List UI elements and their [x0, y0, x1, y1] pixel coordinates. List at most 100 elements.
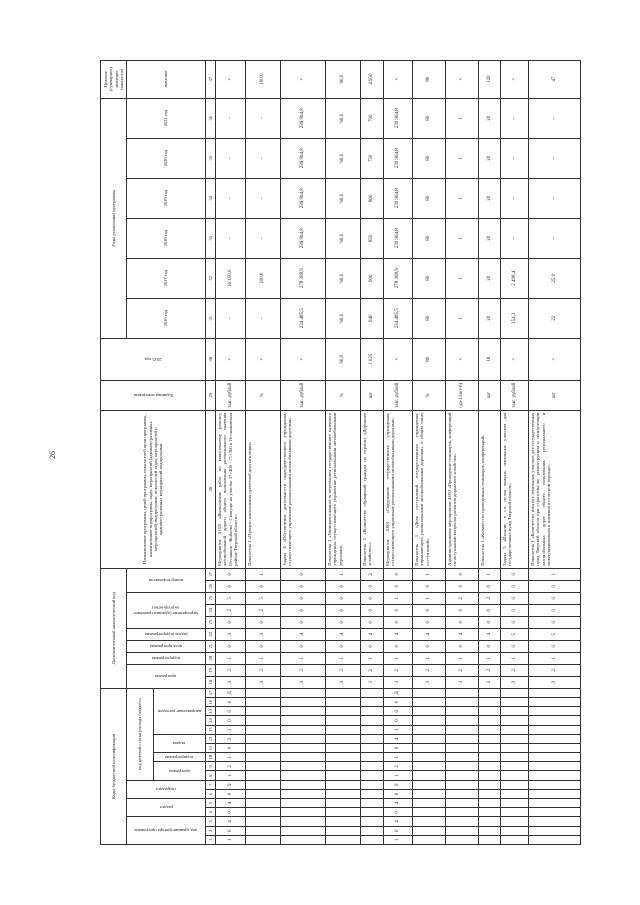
additional-code-cell: 2 — [528, 664, 581, 677]
header-b-direction: направление расходов — [153, 688, 206, 735]
value-year: 1 — [445, 218, 479, 259]
row-name: Показатель 1 «Количество проведенных сем… — [478, 410, 501, 569]
additional-code-cell: 0 — [445, 580, 479, 593]
header-year-2021: 2021 год — [126, 98, 206, 139]
additional-code-cell: 3 — [215, 628, 246, 641]
additional-code-cell: 5 — [528, 628, 581, 641]
value-2015: × — [383, 338, 413, 381]
budget-code-cell — [445, 780, 479, 790]
budget-code-cell — [500, 807, 529, 817]
value-year: - — [245, 218, 281, 259]
additional-code-cell: 1 — [412, 568, 446, 581]
unit-cell: тыс. рублей — [500, 380, 529, 411]
value-year: 900 — [360, 258, 384, 299]
additional-code-cell: 0 — [360, 604, 384, 617]
additional-code-cell: 4 — [478, 628, 501, 641]
budget-code-cell — [412, 780, 446, 790]
additional-code-cell: 3 — [215, 676, 246, 689]
budget-code-cell — [245, 807, 281, 817]
value-year: 239 964,8 — [280, 178, 326, 219]
additional-code-cell: 0 — [528, 580, 581, 593]
additional-code-cell: 0 — [245, 580, 281, 593]
budget-code-cell — [325, 816, 361, 827]
additional-code-cell: 3 — [245, 628, 281, 641]
target-value: × — [500, 60, 529, 99]
budget-code-cell: 0 — [215, 807, 246, 817]
column-number: 8 — [205, 771, 216, 781]
budget-code-cell: 4 — [383, 734, 413, 744]
additional-code-cell: 0 — [412, 604, 446, 617]
additional-code-cell: 2 — [245, 604, 281, 617]
additional-code-cell: 2 — [215, 664, 246, 677]
row-name: Показатель 1 «Доля отступлений государст… — [412, 410, 446, 569]
budget-code-cell — [280, 816, 326, 827]
additional-code-cell: 0 — [500, 592, 529, 605]
header-target-article: код целевой статьи расхода бюджета — [126, 688, 154, 781]
budget-code-cell — [500, 706, 529, 716]
budget-code-cell — [478, 752, 501, 762]
budget-code-cell — [500, 780, 529, 790]
value-year: 800 — [360, 178, 384, 219]
budget-code-cell — [325, 697, 361, 707]
value-year: 100,0 — [245, 258, 281, 299]
budget-code-cell: 0 — [383, 697, 413, 707]
target-value: × — [280, 60, 326, 99]
value-2015: × — [280, 338, 326, 381]
additional-code-cell: 0 — [383, 580, 413, 593]
additional-code-cell: 0 — [215, 640, 246, 653]
budget-code-cell — [245, 734, 281, 744]
value-2015: 1 025 — [360, 338, 384, 381]
header-b-task: задача — [153, 734, 206, 753]
target-value: × — [215, 60, 246, 99]
target-value: 100,0 — [245, 60, 281, 99]
budget-code-cell — [325, 835, 361, 845]
value-2015: × — [245, 338, 281, 381]
column-number: 9 — [205, 761, 216, 771]
budget-code-cell: 0 — [383, 706, 413, 716]
budget-code-cell — [360, 780, 384, 790]
budget-code-cell — [478, 780, 501, 790]
value-year: - — [215, 178, 246, 219]
value-year: 239 964,8 — [383, 98, 413, 139]
additional-code-cell: 0 — [500, 616, 529, 629]
budget-code-cell — [528, 688, 581, 698]
budget-code-cell — [245, 835, 281, 845]
value-year: 940 — [360, 298, 384, 339]
budget-code-cell — [360, 771, 384, 781]
budget-code-cell — [528, 826, 581, 836]
value-year: 16 150,0 — [215, 258, 246, 299]
budget-code-cell — [360, 835, 384, 845]
column-number: 4 — [205, 807, 216, 817]
additional-code-cell: 0 — [280, 640, 326, 653]
budget-code-cell — [360, 761, 384, 771]
budget-code-cell — [280, 826, 326, 836]
unit-cell: тыс. рублей — [280, 380, 326, 411]
budget-code-cell — [528, 761, 581, 771]
budget-code-cell — [528, 734, 581, 744]
value-2015: × — [500, 338, 529, 381]
budget-code-cell: 1 — [383, 771, 413, 781]
budget-code-cell — [280, 835, 326, 845]
value-year: - — [528, 218, 581, 259]
target-value: 47 — [528, 60, 581, 99]
value-year: 80 — [412, 138, 446, 179]
additional-code-cell: 5 — [215, 592, 246, 605]
additional-code-cell: 0 — [383, 568, 413, 581]
additional-code-cell: 1 — [215, 652, 246, 665]
column-number: 6 — [205, 789, 216, 799]
budget-code-cell — [445, 688, 479, 698]
header-budget-codes: Коды бюджетной классификации — [100, 688, 127, 845]
additional-code-cell: 0 — [445, 616, 479, 629]
budget-code-cell — [325, 706, 361, 716]
value-year: 2 498,4 — [500, 258, 529, 299]
budget-code-cell: 4 — [383, 798, 413, 808]
table-row: 3 2 1 0 5 0 0 0 0 0 Задача 5 «Изъятие, в т.ч. путе… — [500, 60, 529, 845]
value-year: 80 — [412, 218, 446, 259]
row-name: Задача 5 «Изъятие, в т.ч. путем выкупа, … — [500, 410, 529, 569]
additional-code-cell: 2 — [412, 664, 446, 677]
budget-code-cell — [245, 780, 281, 790]
budget-code-cell: 1 — [383, 725, 413, 735]
unit-cell: % — [245, 380, 281, 411]
budget-code-cell — [245, 798, 281, 808]
header-name: Наименование программы, целей программы,… — [100, 410, 206, 569]
